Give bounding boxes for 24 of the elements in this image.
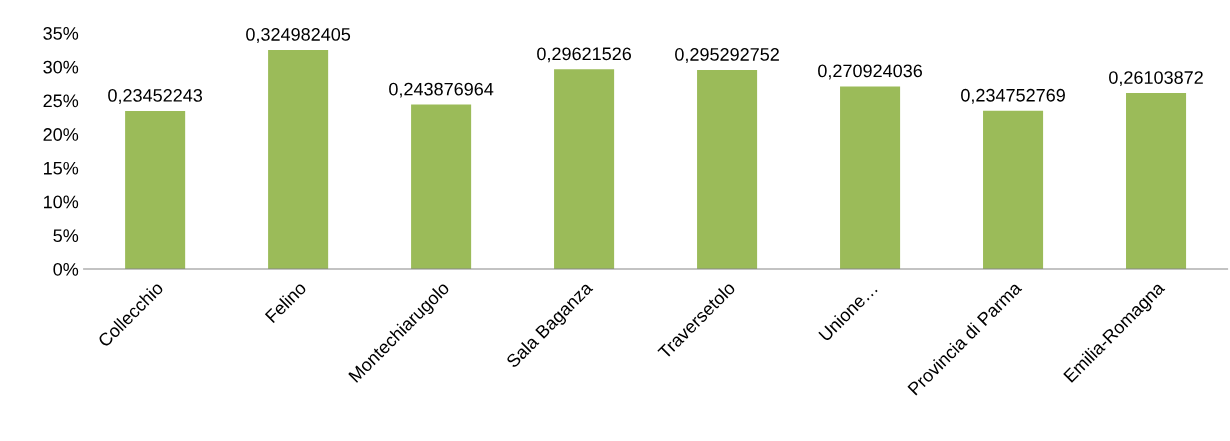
bar bbox=[983, 110, 1044, 270]
data-label: 0,243876964 bbox=[389, 82, 494, 98]
y-tick-label: 15% bbox=[44, 161, 79, 175]
data-label: 0,23452243 bbox=[108, 89, 203, 104]
data-label: 0,26103872 bbox=[1109, 71, 1203, 87]
bar bbox=[697, 69, 758, 270]
bar bbox=[840, 86, 901, 270]
data-label: 0,270924036 bbox=[818, 64, 922, 80]
y-tick-label: 35% bbox=[43, 27, 79, 40]
data-label: 0,234752769 bbox=[961, 88, 1065, 104]
bar bbox=[554, 69, 615, 270]
y-tick-label: 30% bbox=[43, 60, 79, 74]
y-tick-label: 20% bbox=[43, 128, 79, 141]
y-tick-label: 5% bbox=[53, 229, 79, 243]
data-label: 0,295292752 bbox=[675, 48, 779, 63]
bar bbox=[411, 104, 472, 270]
y-tick-label: 0% bbox=[53, 262, 79, 276]
data-label: 0,324982405 bbox=[246, 28, 351, 43]
y-tick-label: 25% bbox=[43, 94, 79, 108]
bar bbox=[268, 49, 329, 270]
bar bbox=[125, 110, 186, 270]
y-tick-label: 10% bbox=[44, 195, 79, 209]
data-label: 0,29621526 bbox=[537, 47, 631, 63]
bar bbox=[1126, 93, 1187, 270]
